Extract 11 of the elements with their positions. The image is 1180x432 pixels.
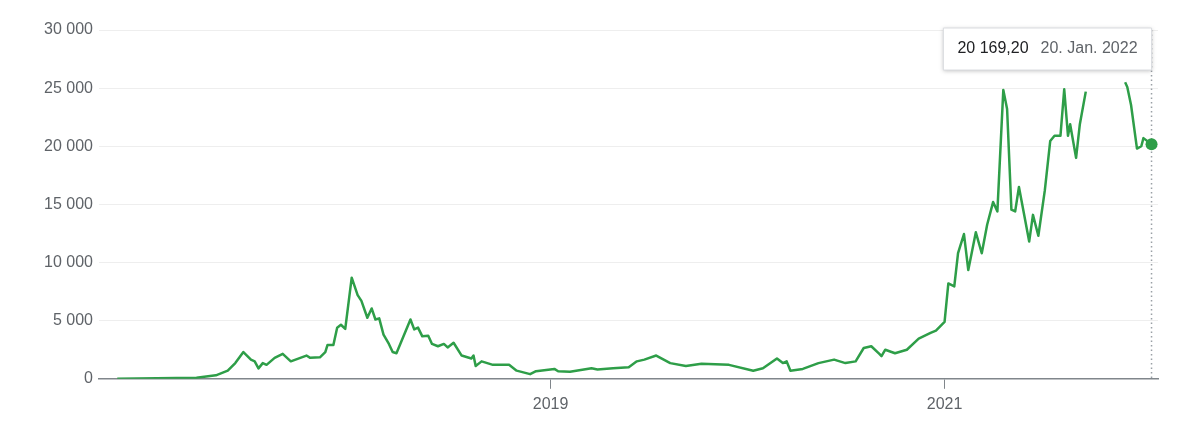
- y-tick-label: 10 000: [44, 252, 94, 270]
- y-tick-label: 30 000: [44, 20, 94, 38]
- y-tick-label: 15 000: [44, 194, 94, 212]
- y-tick-label: 5 000: [52, 311, 94, 329]
- x-tick-label: 2021: [926, 394, 963, 412]
- y-tick-label: 20 000: [44, 136, 94, 154]
- x-tick-label: 2019: [532, 394, 569, 412]
- y-tick-label: 0: [84, 369, 94, 387]
- annotation: 20 169,20: [957, 39, 1029, 57]
- annotation: 20. Jan. 2022: [1040, 39, 1138, 57]
- y-tick-label: 25 000: [44, 78, 94, 96]
